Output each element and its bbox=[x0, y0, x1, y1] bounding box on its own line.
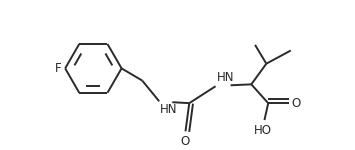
Text: HO: HO bbox=[253, 124, 272, 137]
Text: O: O bbox=[292, 97, 301, 110]
Text: HN: HN bbox=[160, 103, 178, 116]
Text: O: O bbox=[180, 135, 189, 148]
Text: HN: HN bbox=[217, 71, 234, 84]
Text: F: F bbox=[55, 62, 61, 75]
